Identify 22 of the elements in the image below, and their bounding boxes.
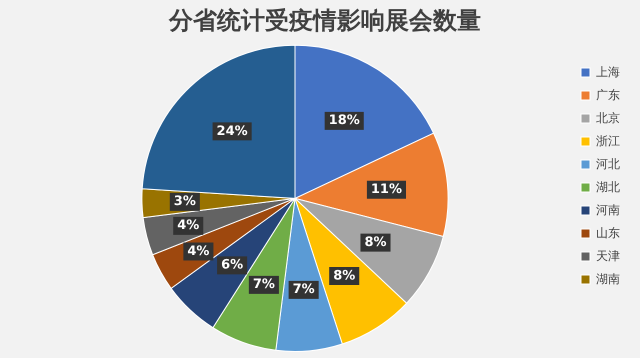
data-label: 8%: [364, 235, 387, 250]
legend-label: 河南: [596, 202, 620, 217]
data-label: 4%: [177, 218, 200, 234]
data-label: 4%: [187, 244, 210, 259]
legend-label: 广东: [596, 88, 620, 102]
legend-label: 天津: [596, 248, 620, 263]
legend-label: 山东: [596, 226, 620, 240]
legend-label: 河北: [596, 156, 620, 171]
data-label: 8%: [333, 268, 356, 284]
chart-title: 分省统计受疫情影响展会数量: [168, 6, 481, 35]
legend-label: 上海: [596, 64, 620, 79]
legend-label: 湖北: [596, 180, 620, 194]
data-label: 18%: [328, 113, 360, 128]
data-label: 11%: [370, 182, 402, 198]
legend-label: 湖南: [596, 272, 620, 286]
data-label: 6%: [221, 258, 244, 273]
data-label: 7%: [252, 277, 275, 292]
legend-label: 浙江: [596, 134, 620, 148]
data-label: 3%: [174, 194, 196, 210]
data-label: 24%: [216, 124, 248, 139]
data-label: 7%: [292, 282, 315, 298]
legend-label: 北京: [596, 110, 620, 125]
